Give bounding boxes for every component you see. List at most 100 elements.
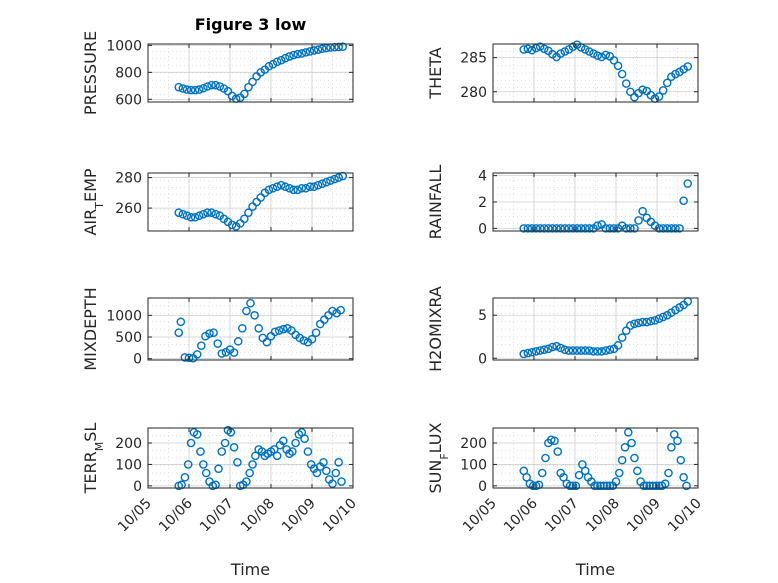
data-point xyxy=(334,173,343,182)
data-point xyxy=(638,85,647,95)
data-point xyxy=(289,50,298,60)
data-point xyxy=(609,224,619,233)
data-point xyxy=(539,44,549,54)
data-point xyxy=(556,343,565,353)
y-tick-label: 500 xyxy=(115,330,142,346)
data-point xyxy=(199,83,208,93)
y-tick-label: 0 xyxy=(478,221,487,237)
data-point xyxy=(544,224,553,233)
data-point xyxy=(242,477,251,486)
data-point xyxy=(605,345,615,354)
data-point xyxy=(229,348,239,357)
data-point xyxy=(535,346,545,355)
data-point xyxy=(317,179,327,188)
data-point xyxy=(626,321,635,330)
data-point xyxy=(211,209,220,219)
data-point xyxy=(585,47,594,56)
y-tick-label: 100 xyxy=(115,457,142,473)
data-point xyxy=(303,447,313,456)
data-point xyxy=(519,45,529,54)
data-point xyxy=(572,224,582,233)
data-point xyxy=(276,55,286,65)
data-point xyxy=(568,224,578,233)
data-point xyxy=(330,174,339,184)
data-point xyxy=(276,180,286,190)
data-point xyxy=(519,349,529,359)
data-point xyxy=(630,453,639,463)
data-point xyxy=(676,455,686,465)
data-point xyxy=(293,49,302,59)
y-axis-label: SUNFLUX xyxy=(426,422,451,493)
data-point xyxy=(322,177,331,187)
data-point xyxy=(174,328,184,337)
data-point xyxy=(593,221,602,231)
data-point xyxy=(240,89,249,99)
data-point xyxy=(539,224,549,233)
data-point xyxy=(602,481,612,491)
data-point xyxy=(564,346,574,355)
axes-box xyxy=(147,297,354,361)
data-point xyxy=(305,47,315,56)
y-tick-label: 4 xyxy=(478,169,487,185)
data-point xyxy=(527,45,537,55)
y-tick-label: 0 xyxy=(478,351,487,367)
y-tick-label: 280 xyxy=(460,85,487,101)
data-point xyxy=(601,50,611,60)
x-tick-label: 10/10 xyxy=(665,496,705,536)
data-point xyxy=(650,316,660,325)
data-point xyxy=(560,224,570,233)
data-point xyxy=(199,460,208,469)
data-point xyxy=(285,183,294,193)
y-axis-label: PRESSURE xyxy=(81,31,100,115)
x-axis-label: Time xyxy=(230,560,270,579)
data-point xyxy=(270,327,280,337)
data-point xyxy=(552,224,561,233)
data-point xyxy=(274,326,284,335)
y-tick-label: 1000 xyxy=(106,308,142,324)
data-point xyxy=(662,78,672,88)
data-point xyxy=(613,61,623,71)
data-point xyxy=(523,224,533,233)
data-point xyxy=(283,324,292,333)
x-tick-label: 10/05 xyxy=(460,496,500,536)
subplot-mixdepth: 0 500 1000 MIXDEPTH xyxy=(81,287,354,371)
data-point xyxy=(597,347,606,356)
axes-box xyxy=(492,297,699,361)
y-tick-label: 280 xyxy=(115,171,142,187)
data-point xyxy=(183,460,193,469)
data-point xyxy=(633,466,642,476)
data-point xyxy=(544,344,553,354)
data-point xyxy=(178,84,188,93)
data-point xyxy=(240,214,249,224)
subplot-terr-msl: 0 100 200 10/05 10/06 10/07 10/08 10/09 10/10 TER… xyxy=(81,423,360,579)
data-point xyxy=(207,208,216,217)
data-point xyxy=(679,472,688,482)
data-point xyxy=(646,316,656,326)
data-point xyxy=(313,180,323,190)
data-point xyxy=(621,326,631,336)
data-point xyxy=(281,182,290,192)
data-point xyxy=(205,329,214,338)
y-tick-label: 285 xyxy=(460,51,487,67)
data-point xyxy=(300,434,309,444)
data-point xyxy=(535,224,545,233)
data-point xyxy=(176,317,186,327)
data-point xyxy=(288,447,297,456)
data-point xyxy=(541,453,550,463)
data-point xyxy=(180,472,190,482)
data-point xyxy=(568,346,578,355)
data-point xyxy=(683,179,693,188)
data-point xyxy=(326,176,335,185)
data-point xyxy=(209,328,218,337)
data-point xyxy=(322,466,331,476)
x-tick-label: 10/08 xyxy=(238,496,278,536)
data-point xyxy=(227,220,237,230)
x-tick-label: 10/07 xyxy=(542,496,582,536)
data-point xyxy=(593,51,602,60)
data-point xyxy=(673,436,682,446)
data-point xyxy=(568,42,578,52)
y-axis-label: RAINFALL xyxy=(426,165,445,240)
subplot-rainfall: 0 2 4 RAINFALL xyxy=(426,165,699,240)
data-point xyxy=(285,52,294,61)
x-tick-label: 10/06 xyxy=(501,495,541,535)
